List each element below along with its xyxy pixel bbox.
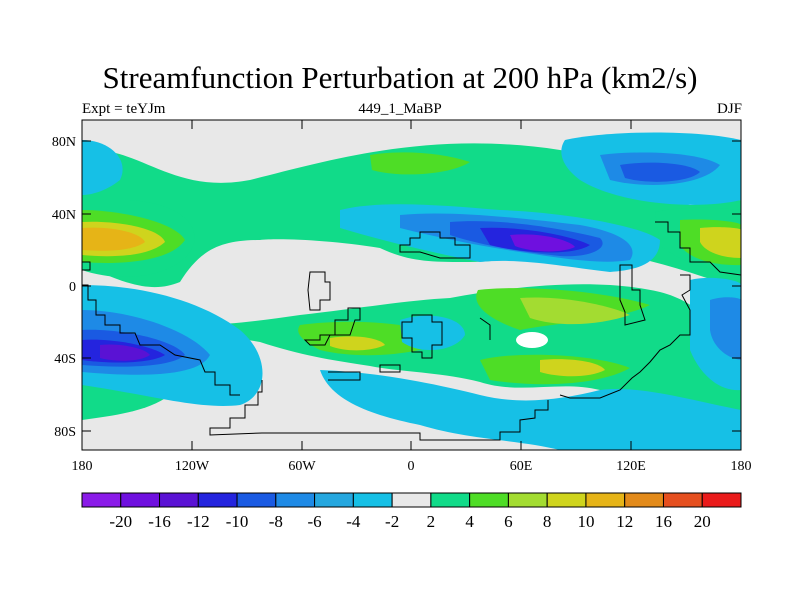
contour-band-positive [700,227,741,258]
contour-band-positive [370,152,470,175]
x-tick-label: 120W [175,459,210,474]
y-tick-label: 40S [54,352,76,367]
colorbar-swatch [391,492,432,508]
colorbar-swatch [236,492,277,508]
contour-field [82,120,741,450]
colorbar-label: -2 [385,512,399,531]
colorbar-swatch [662,492,703,508]
colorbar-label: 8 [543,512,552,531]
colorbar-label: -6 [308,512,322,531]
colorbar-label: -10 [226,512,249,531]
colorbar-label: -12 [187,512,210,531]
colorbar-swatch [430,492,471,508]
contour-band-positive [82,227,145,251]
contour-band-positive [330,336,385,351]
run-id-label: 449_1_MaBP [358,101,442,117]
colorbar-swatch [469,492,509,508]
map-title: Streamfunction Perturbation at 200 hPa (… [102,60,698,95]
colorbar-label: -8 [269,512,283,531]
colorbar: -20 -16 -12 -10 -8 -6 -4 -2 2 4 6 8 10 12 16 20 [81,492,742,531]
contour-band-positive [520,297,630,325]
colorbar-swatch [507,492,548,508]
colorbar-label: 4 [465,512,474,531]
colorbar-label: 10 [577,512,594,531]
contour-band-negative [510,234,575,252]
x-tick-label: 60E [510,459,533,474]
colorbar-label: 16 [655,512,672,531]
colorbar-swatch [275,492,316,508]
contour-band-negative [82,140,123,195]
colorbar-swatch [314,492,354,508]
colorbar-swatch [701,492,742,508]
colorbar-swatch [197,492,238,508]
contour-band-negative [320,370,741,450]
colorbar-swatch [120,492,161,508]
contour-band-negative [400,315,465,351]
x-tick-label: 0 [408,459,415,474]
colorbar-swatch [81,492,122,508]
y-tick-label: 0 [69,280,76,295]
colorbar-label: 20 [694,512,711,531]
contour-band-negative [100,344,150,361]
colorbar-label: -4 [346,512,361,531]
contour-band-negative [710,297,741,360]
x-axis-ticks [81,120,742,450]
season-label: DJF [716,101,742,117]
colorbar-label: 12 [616,512,633,531]
colorbar-swatch [159,492,199,508]
y-tick-label: 40N [52,208,76,223]
contour-zero-region [516,332,548,348]
x-tick-label: 120E [616,459,646,474]
colorbar-swatch [546,492,587,508]
x-tick-label: 180 [731,459,752,474]
y-tick-label: 80S [54,425,76,440]
y-tick-label: 80N [52,135,76,150]
experiment-label: Expt = teYJm [82,101,166,117]
colorbar-swatch [624,492,664,508]
colorbar-label: 6 [504,512,513,531]
contour-band-negative [620,162,700,182]
x-tick-label: 60W [288,459,316,474]
colorbar-label: -16 [148,512,171,531]
coastlines [82,221,741,441]
colorbar-label: -20 [109,512,132,531]
colorbar-swatch [352,492,393,508]
y-axis-ticks [82,140,741,432]
colorbar-label: 2 [427,512,436,531]
contour-band-positive [540,359,605,377]
x-tick-label: 180 [72,459,93,474]
colorbar-swatch [585,492,626,508]
